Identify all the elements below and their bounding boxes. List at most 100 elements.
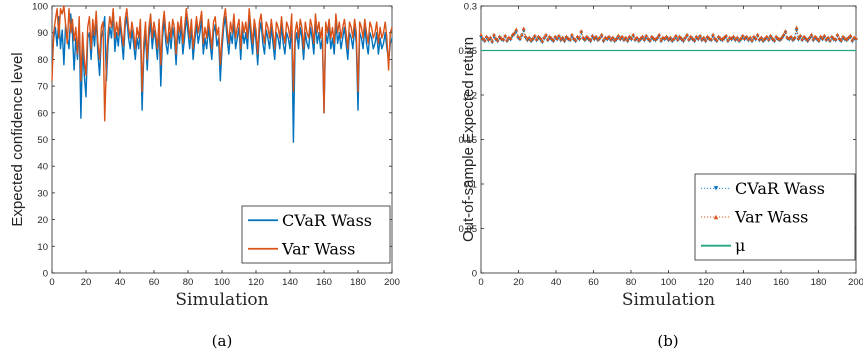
data-point [744,34,749,39]
data-point [813,34,817,39]
data-point [772,38,777,42]
data-point [560,35,565,39]
data-point [716,34,721,39]
data-point [622,37,626,41]
data-point [787,36,791,40]
data-point [635,35,639,39]
data-point [846,35,851,39]
data-point [636,38,641,42]
legend-label: CVaR Wass [282,211,372,230]
data-point [551,38,556,42]
data-point [705,34,710,39]
data-point [598,35,602,39]
x-tick-label: 120 [698,277,714,288]
data-point [739,36,743,40]
data-point [679,36,684,40]
data-point [596,37,600,41]
data-point [644,33,649,38]
data-point [572,36,576,40]
x-tick-label: 80 [183,277,194,288]
x-tick-label: 200 [384,277,400,288]
data-point [583,37,587,41]
data-point [776,36,780,40]
data-point [800,37,804,41]
data-point [675,37,680,41]
data-point [850,38,855,42]
data-point [848,33,853,38]
data-point [523,34,528,39]
data-point [768,33,773,38]
data-point [783,29,788,33]
data-point [785,35,790,39]
data-point [590,33,595,38]
data-point [594,34,598,39]
data-point [536,34,541,39]
x-axis-label: Simulation [175,290,268,310]
data-point [562,38,567,42]
data-point [759,35,764,39]
y-tick-label: 50 [37,135,48,146]
y-tick-label: 40 [37,162,48,173]
data-point [811,37,816,41]
y-tick-label: 20 [37,215,48,226]
y-tick-label: 0.1 [464,180,477,191]
data-point [547,34,552,39]
data-point [605,36,610,40]
y-tick-label: 90 [37,28,48,39]
data-point [508,36,513,40]
data-point [822,33,827,38]
data-point [557,33,561,38]
panel-b-chart: 0 20 40 60 80 100 120 140 160 180 200 0 0.05 0.1 0.15 0… [459,2,863,351]
data-point [718,36,723,40]
data-point [835,32,840,37]
data-point [696,36,701,40]
data-point [585,34,589,39]
data-point [815,36,819,40]
data-point [642,37,647,41]
data-point [629,36,634,40]
data-point [529,38,533,42]
data-point [581,35,585,39]
y-tick-label: 0 [43,269,48,280]
data-point [579,29,584,33]
data-point [698,33,702,38]
legend-label: CVaR Wass [735,179,825,198]
data-point [549,36,554,40]
data-point [649,34,654,39]
y-tick-label: 80 [37,55,48,66]
y-tick-label: 60 [37,108,48,119]
legend-label: Var Wass [281,239,355,258]
data-point [653,37,658,41]
data-point [534,37,539,41]
data-point [742,36,747,40]
legend: CVaR Wass Var Wass μ [694,173,856,261]
data-point [503,33,507,38]
data-point [484,34,489,39]
data-point [750,38,754,42]
data-point [588,38,593,42]
data-point [495,38,500,42]
data-point [514,27,519,31]
data-point [796,36,801,40]
data-point [570,32,574,37]
data-point [638,36,643,40]
data-point [792,35,797,39]
y-axis-label: Expected confidence level [9,52,26,226]
figure-caption: (a) [212,332,233,350]
data-point [735,35,739,39]
data-point [824,37,829,41]
data-point [726,38,730,42]
data-point [544,32,548,37]
data-point [724,33,728,38]
x-tick-label: 60 [588,277,599,288]
panel-a-chart: 0 20 40 60 80 100 120 140 160 180 200 0 10 20 30 40 50 60… [9,2,400,351]
data-point [501,37,506,41]
data-point [748,35,752,39]
data-point [568,37,572,41]
data-point [683,35,688,39]
data-point [713,36,717,40]
data-point [659,38,663,42]
data-point [804,36,808,40]
data-point [685,32,689,37]
